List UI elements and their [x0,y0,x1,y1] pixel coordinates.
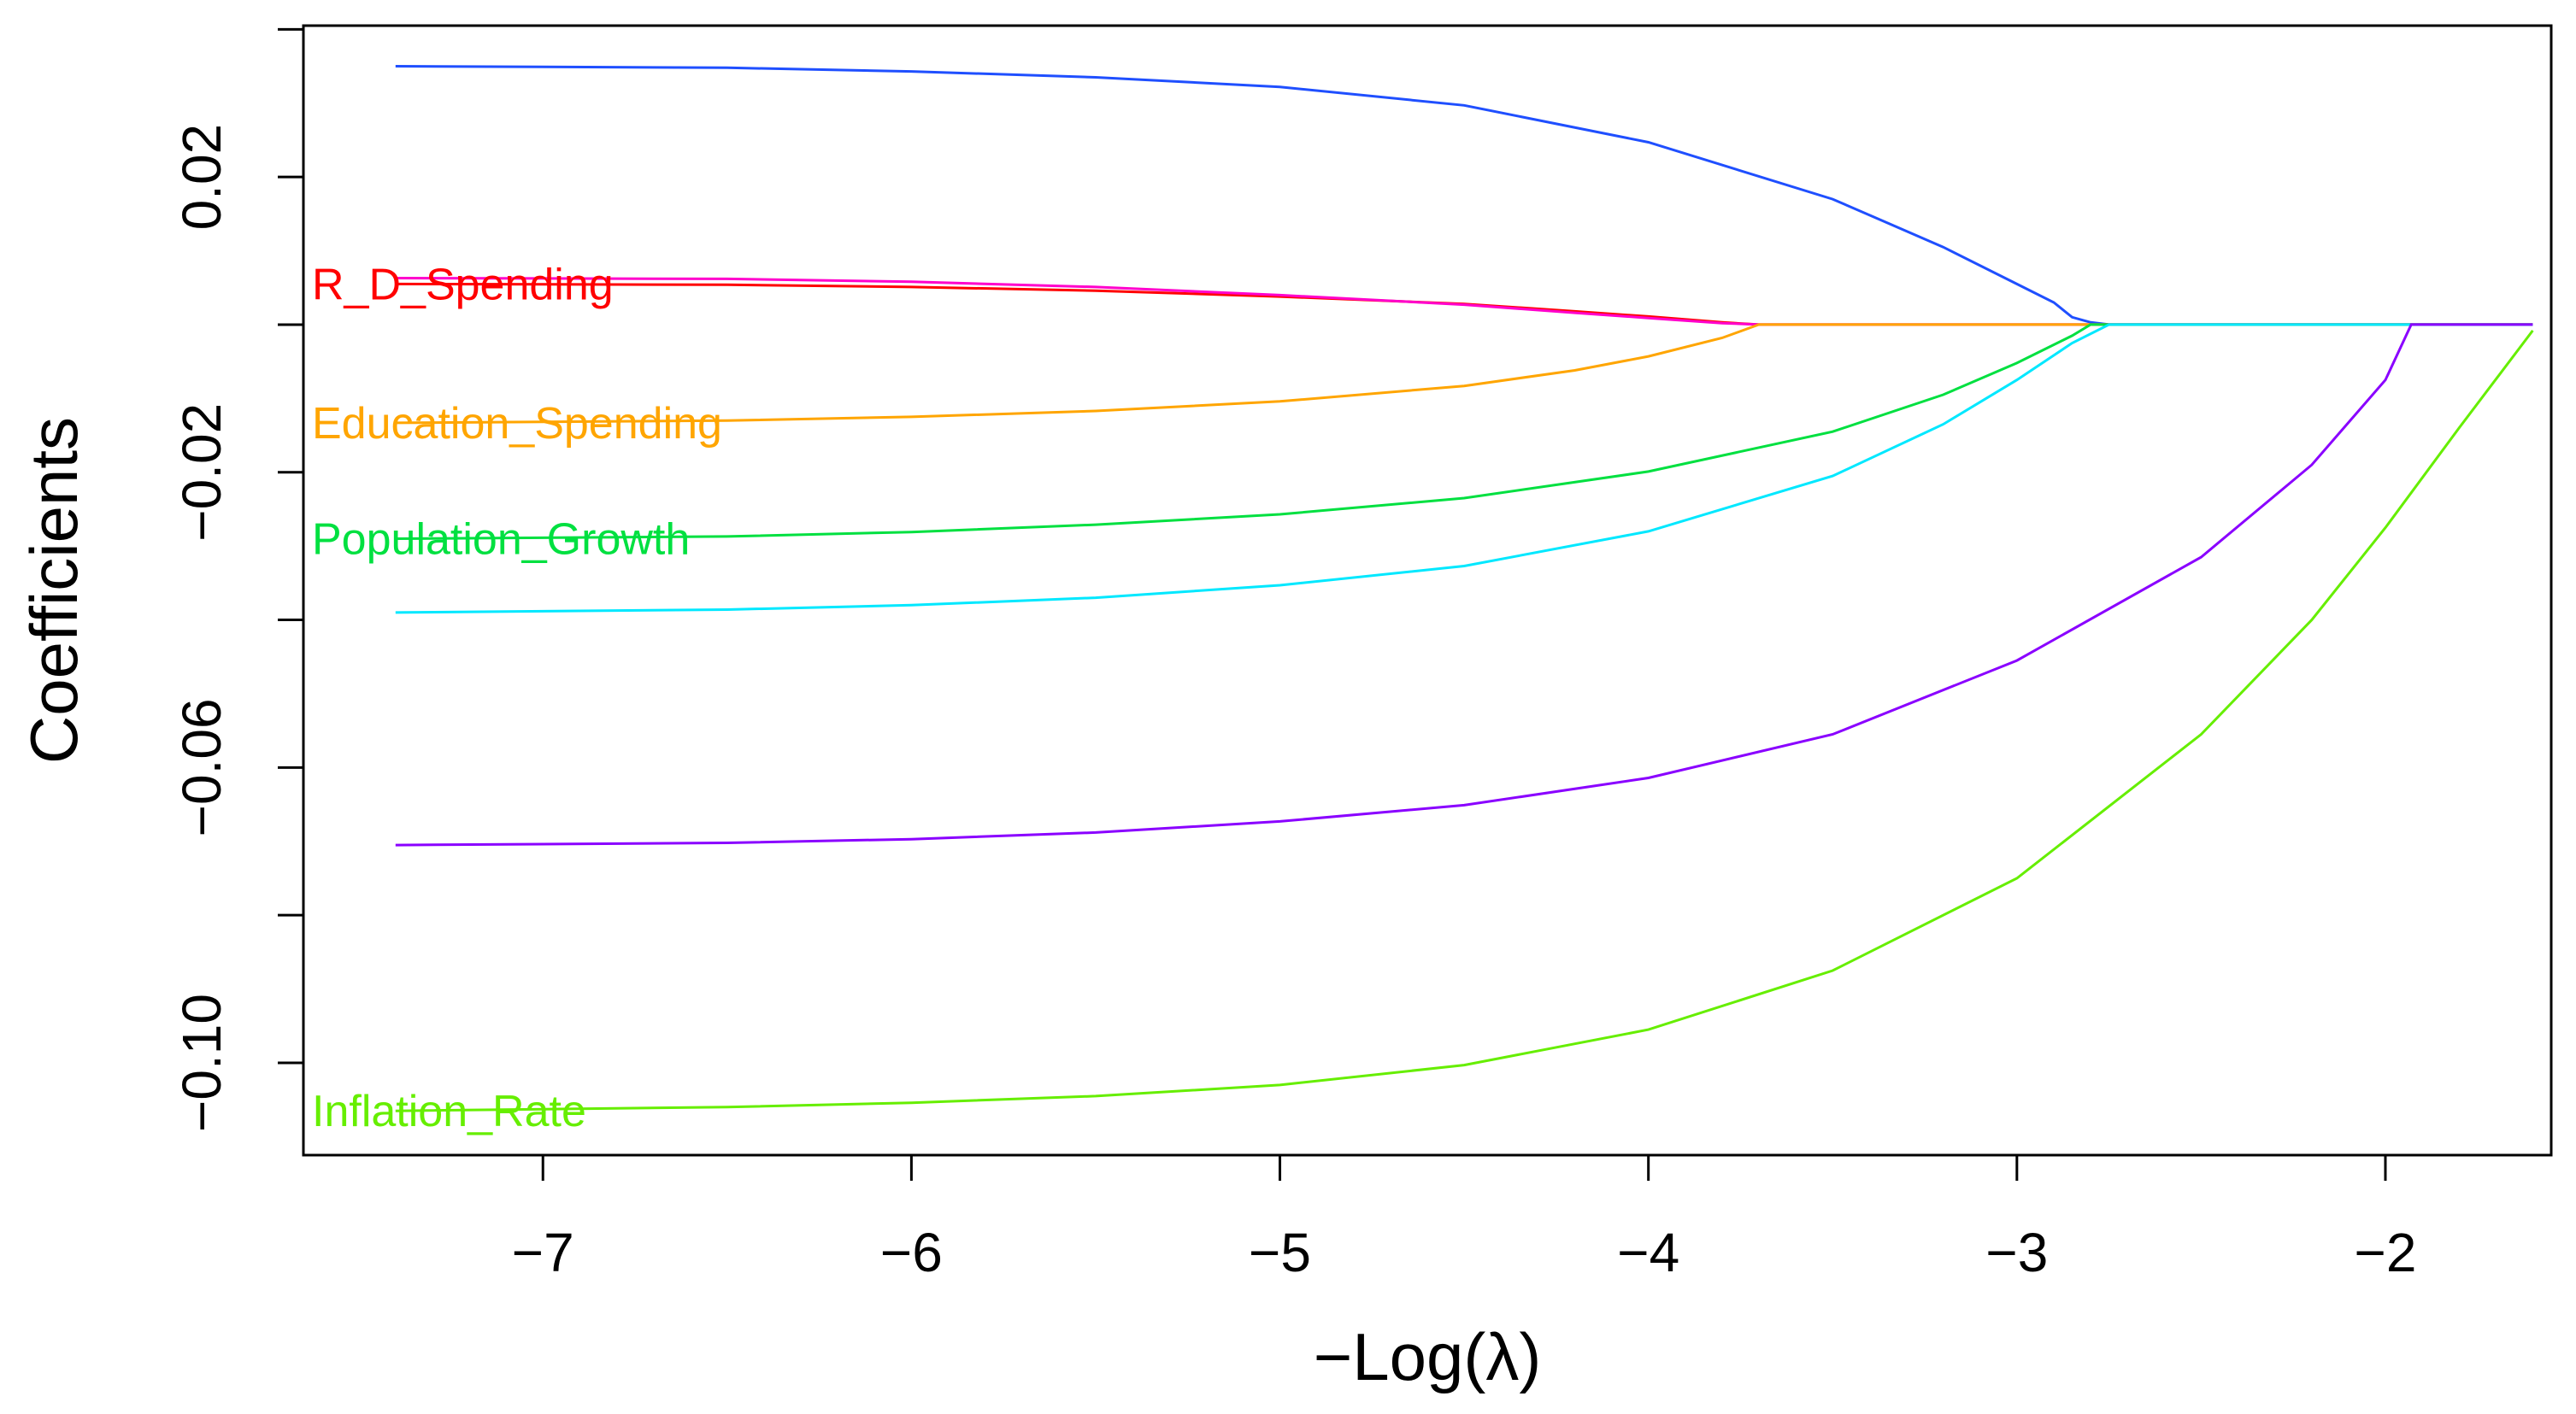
x-tick-label: −5 [1249,1222,1311,1283]
series-line [395,323,2533,540]
plot-frame [302,24,2553,1157]
series-line [395,65,2533,326]
y-tick-label: −0.02 [171,403,232,542]
y-axis-title: Coefficients [16,417,91,764]
series-line [395,323,2533,847]
series-line [395,323,2533,614]
x-axis: −7 −6 −5 −4 −3 −2 [512,1155,2416,1283]
series-label: Inflation_Rate [312,1087,586,1136]
series-lines [395,65,2534,1112]
y-tick-label: −0.10 [171,994,232,1132]
series-line [395,329,2534,1112]
series-label: Population_Growth [312,515,690,565]
series-label: R_D_Spending [312,260,614,309]
x-tick-label: −6 [880,1222,943,1283]
x-tick-label: −4 [1617,1222,1679,1283]
series-label: Education_Spending [312,399,722,449]
x-tick-label: −2 [2354,1222,2416,1283]
x-tick-label: −7 [512,1222,574,1283]
series-line [395,323,2533,425]
x-tick-label: −3 [1985,1222,2048,1283]
x-axis-title: −Log(λ) [1314,1319,1542,1394]
series-line [395,277,2533,326]
y-axis: 0.02 −0.02 −0.06 −0.10 [171,27,303,1132]
y-tick-label: 0.02 [171,124,232,231]
series-labels: R_D_Spending Education_Spending Population… [312,260,722,1136]
y-tick-label: −0.06 [171,698,232,836]
